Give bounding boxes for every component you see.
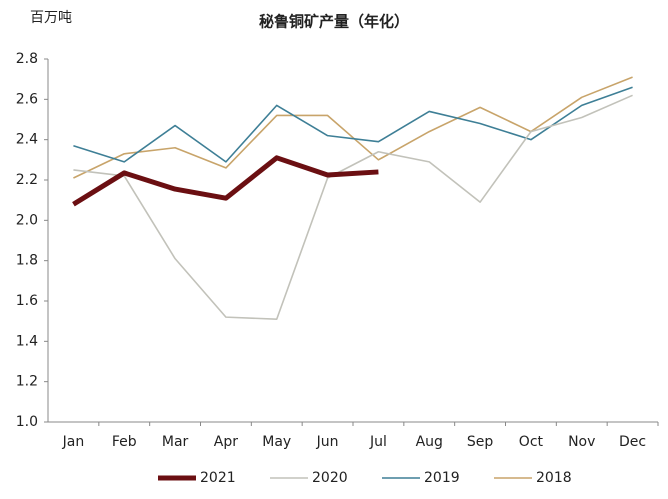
x-tick-label: Jun [316, 434, 339, 450]
y-tick-label: 2.4 [16, 132, 38, 148]
y-axis-label: 百万吨 [30, 10, 72, 26]
y-tick-label: 1.0 [16, 414, 38, 430]
x-tick-label: Oct [519, 434, 544, 450]
x-tick-label: Feb [112, 434, 137, 450]
x-tick-label: Nov [568, 434, 595, 450]
x-tick-label: Mar [162, 434, 189, 450]
series-line [72, 155, 379, 207]
series-line [73, 76, 633, 179]
series-line [73, 86, 633, 163]
y-tick-label: 1.8 [16, 253, 38, 269]
y-tick-label: 2.0 [16, 212, 38, 228]
y-tick-label: 2.8 [16, 51, 38, 67]
y-tick-label: 2.6 [16, 91, 38, 107]
legend-label: 2019 [424, 470, 460, 486]
series-line [73, 94, 633, 320]
x-tick-label: Dec [619, 434, 646, 450]
y-tick-label: 2.2 [16, 172, 38, 188]
legend-label: 2021 [200, 470, 236, 486]
legend-label: 2018 [536, 470, 572, 486]
x-tick-label: Sep [467, 434, 494, 450]
chart-title: 秘鲁铜矿产量（年化） [259, 13, 409, 31]
y-tick-label: 1.4 [16, 333, 38, 349]
legend-label: 2020 [312, 470, 348, 486]
x-tick-label: May [262, 434, 291, 450]
x-tick-label: Aug [416, 434, 443, 450]
y-tick-label: 1.6 [16, 293, 38, 309]
x-tick-label: Jul [369, 434, 387, 450]
x-tick-label: Apr [214, 434, 238, 450]
x-tick-label: Jan [62, 434, 85, 450]
y-tick-label: 1.2 [16, 374, 38, 390]
